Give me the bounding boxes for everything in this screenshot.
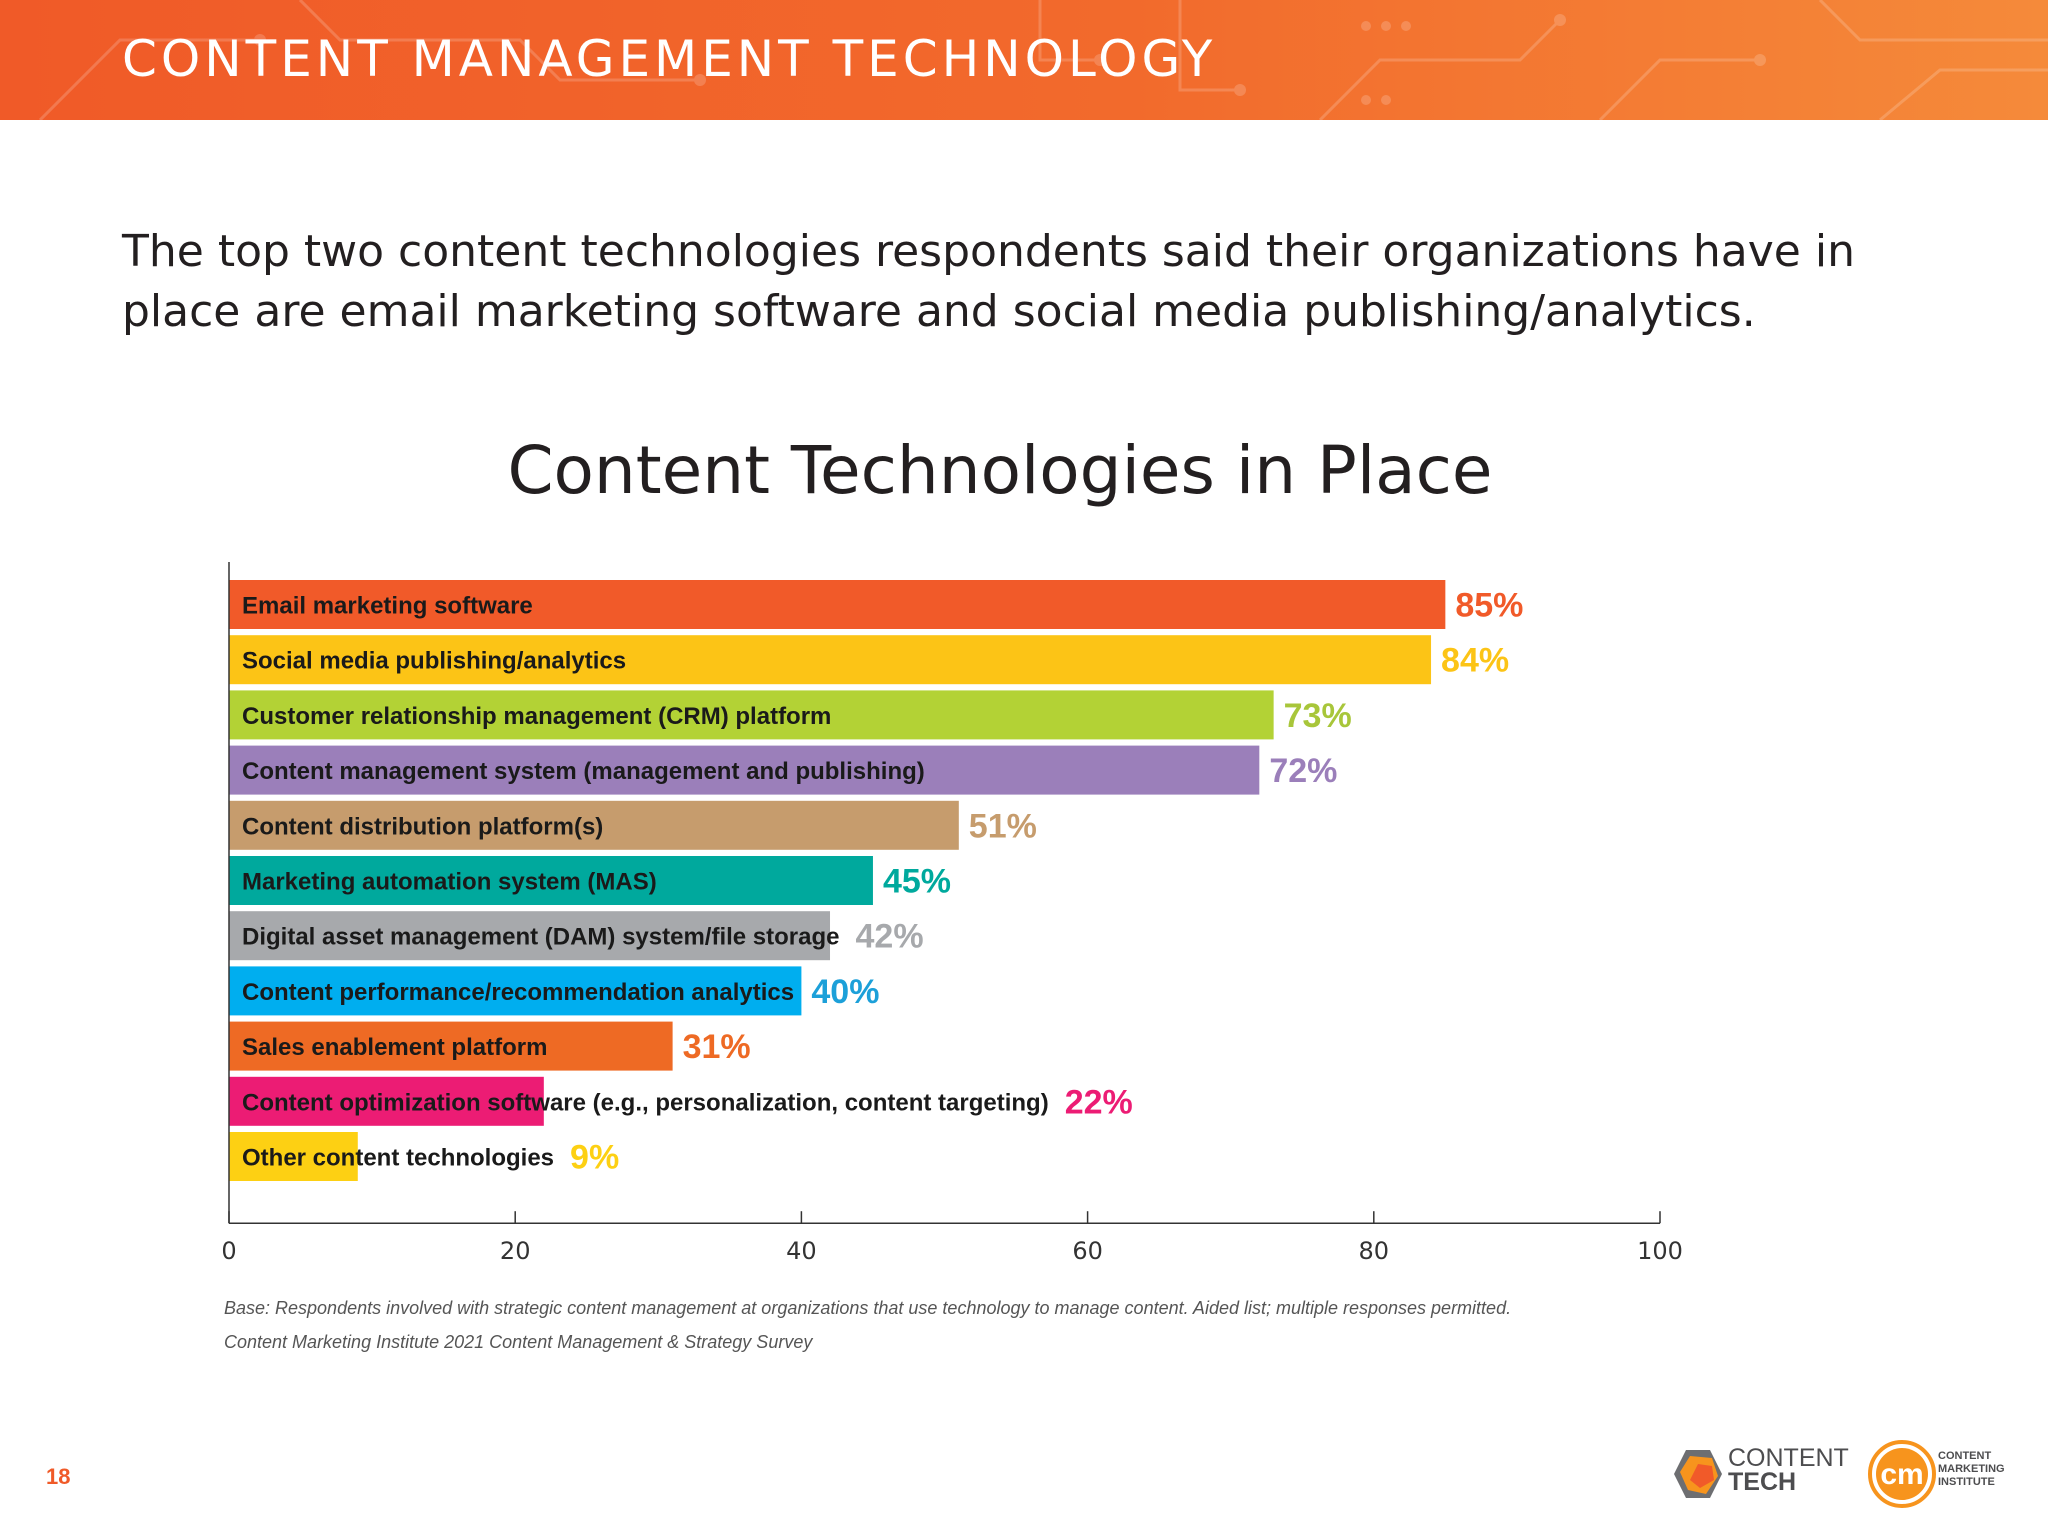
bar — [229, 1132, 358, 1181]
cmi-logo-line2: MARKETING — [1938, 1463, 2005, 1475]
bar — [229, 580, 1446, 629]
chart-title: Content Technologies in Place — [507, 432, 1493, 509]
cmi-logo-text: CONTENT MARKETING INSTITUTE — [1938, 1450, 2005, 1489]
category-label: Content optimization software (e.g., per… — [242, 1089, 1049, 1116]
x-tick-label: 60 — [1072, 1237, 1103, 1265]
category-label: Sales enablement platform — [242, 1034, 547, 1061]
page-section-title: CONTENT MANAGEMENT TECHNOLOGY — [122, 30, 1217, 88]
base-note: Base: Respondents involved with strategi… — [224, 1298, 1512, 1318]
x-tick-label: 80 — [1359, 1237, 1390, 1265]
category-label: Content management system (management an… — [242, 758, 925, 785]
category-label: Email marketing software — [242, 593, 533, 620]
bar — [229, 1076, 544, 1126]
value-label: 85% — [1455, 587, 1523, 625]
hexagon-logo-icon — [1674, 1450, 1722, 1498]
bar — [229, 911, 831, 961]
x-tick-label: 20 — [500, 1237, 531, 1265]
bar — [229, 1021, 673, 1071]
category-label: Content performance/recommendation analy… — [242, 979, 794, 1006]
cmi-logo-mark: cm — [1880, 1458, 1923, 1491]
cmi-logo-line1: CONTENT — [1938, 1450, 1992, 1462]
value-label: 9% — [570, 1139, 619, 1177]
value-label: 72% — [1269, 752, 1337, 790]
contenttech-logo-bottom: TECH — [1728, 1468, 1797, 1496]
intro-paragraph: The top two content technologies respond… — [122, 226, 1855, 337]
value-label: 73% — [1284, 697, 1352, 735]
value-label: 51% — [969, 807, 1037, 845]
category-label: Other content technologies — [242, 1145, 554, 1172]
bar-chart: Email marketing software Social media pub… — [221, 562, 1683, 1265]
bar — [229, 966, 802, 1016]
cmi-logo-line3: INSTITUTE — [1938, 1476, 1995, 1488]
page-number: 18 — [46, 1464, 71, 1489]
value-label: 40% — [811, 973, 879, 1011]
bar — [229, 745, 1260, 795]
header-banner: CONTENT MANAGEMENT TECHNOLOGY — [0, 0, 2048, 120]
category-label: Customer relationship management (CRM) p… — [242, 703, 831, 730]
value-label: 45% — [883, 863, 951, 901]
category-label: Social media publishing/analytics — [242, 648, 626, 675]
source-note: Content Marketing Institute 2021 Content… — [224, 1332, 813, 1352]
x-tick-label: 100 — [1637, 1237, 1683, 1265]
bar — [229, 800, 959, 850]
category-label: Digital asset management (DAM) system/fi… — [242, 924, 840, 951]
category-label: Marketing automation system (MAS) — [242, 869, 657, 896]
bar — [229, 690, 1274, 740]
contenttech-logo: CONTENT TECH — [1668, 1444, 1849, 1504]
value-label: 22% — [1065, 1083, 1133, 1121]
value-label: 42% — [856, 918, 924, 956]
category-label: Content distribution platform(s) — [242, 813, 603, 840]
bar — [229, 856, 873, 905]
circuit-pattern — [38, 0, 2048, 120]
value-label: 84% — [1441, 642, 1509, 680]
cmi-circle-logo-icon: cm — [1868, 1440, 1936, 1508]
bar — [229, 635, 1432, 685]
x-tick-label: 0 — [221, 1237, 236, 1265]
contenttech-logo-top: CONTENT — [1728, 1444, 1849, 1472]
x-tick-label: 40 — [786, 1237, 817, 1265]
chart-notes: Base: Respondents involved with strategi… — [224, 1298, 1984, 1366]
cmi-logo: cm CONTENT MARKETING INSTITUTE — [1868, 1438, 2018, 1510]
value-label: 31% — [683, 1028, 751, 1066]
